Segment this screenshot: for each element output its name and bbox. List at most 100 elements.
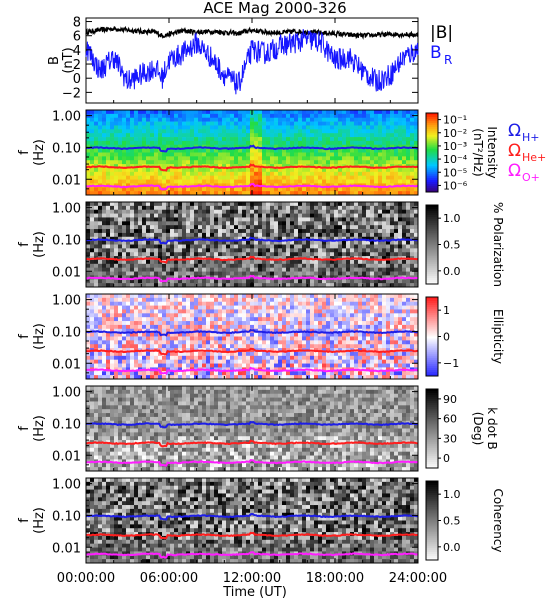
heatmap-cell xyxy=(254,202,259,207)
heatmap-cell xyxy=(98,140,103,146)
heatmap-cell xyxy=(218,294,223,299)
heatmap-cell xyxy=(294,240,299,245)
heatmap-cell xyxy=(150,297,155,303)
heatmap-cell xyxy=(270,309,275,314)
heatmap-cell xyxy=(186,187,191,192)
heatmap-cell xyxy=(350,240,355,245)
heatmap-cell xyxy=(402,175,407,180)
heatmap-cell xyxy=(158,113,163,119)
heatmap-cell xyxy=(310,240,315,245)
heatmap-cell xyxy=(118,248,123,253)
heatmap-cell xyxy=(142,160,147,165)
heatmap-cell xyxy=(162,121,167,126)
heatmap-cell xyxy=(214,297,219,303)
heatmap-cell xyxy=(154,148,159,153)
heatmap-cell xyxy=(370,209,375,214)
heatmap-cell xyxy=(178,252,183,257)
heatmap-cell xyxy=(134,271,139,276)
heatmap-cell xyxy=(102,229,107,234)
heatmap-cell xyxy=(274,217,279,222)
heatmap-cell xyxy=(382,259,387,265)
heatmap-cell xyxy=(162,236,167,241)
heatmap-cell xyxy=(202,363,207,368)
heatmap-cell xyxy=(262,144,267,149)
heatmap-cell xyxy=(322,152,327,157)
heatmap-cell xyxy=(178,187,183,192)
heatmap-cell xyxy=(202,305,207,310)
heatmap-cell xyxy=(330,144,335,149)
heatmap-cell xyxy=(178,202,183,207)
heatmap-cell xyxy=(186,183,191,188)
heatmap-cell xyxy=(126,232,131,238)
heatmap-cell xyxy=(222,133,227,138)
heatmap-cell xyxy=(366,175,371,180)
heatmap-cell xyxy=(126,355,131,360)
heatmap-cell xyxy=(322,205,327,211)
heatmap-cell xyxy=(126,363,131,368)
heatmap-cell xyxy=(206,140,211,146)
heatmap-cell xyxy=(290,283,295,288)
heatmap-cell xyxy=(138,359,143,364)
heatmap-cell xyxy=(378,183,383,188)
heatmap-cell xyxy=(134,179,139,184)
heatmap-cell xyxy=(306,271,311,276)
heatmap-cell xyxy=(258,113,263,119)
heatmap-cell xyxy=(198,317,203,322)
heatmap-cell xyxy=(346,244,351,249)
heatmap-cell xyxy=(242,179,247,184)
heatmap-cell xyxy=(266,117,271,122)
heatmap-cell xyxy=(274,271,279,276)
heatmap-cell xyxy=(254,205,259,211)
heatmap-cell xyxy=(258,129,263,134)
heatmap-cell xyxy=(118,256,123,261)
heatmap-cell xyxy=(342,129,347,134)
heatmap-cell xyxy=(406,125,411,130)
heatmap-cell xyxy=(322,113,327,119)
heatmap-cell xyxy=(398,191,403,196)
heatmap-cell xyxy=(178,263,183,268)
heatmap-cell xyxy=(178,152,183,157)
heatmap-cell xyxy=(174,148,179,153)
heatmap-cell xyxy=(394,236,399,241)
heatmap-cell xyxy=(178,363,183,368)
heatmap-cell xyxy=(294,321,299,326)
heatmap-cell xyxy=(226,113,231,119)
heatmap-cell xyxy=(406,110,411,115)
heatmap-cell xyxy=(350,140,355,146)
heatmap-cell xyxy=(106,140,111,146)
heatmap-cell xyxy=(366,248,371,253)
heatmap-cell xyxy=(214,244,219,249)
heatmap-cell xyxy=(398,137,403,142)
heatmap-cell xyxy=(370,217,375,222)
heatmap-cell xyxy=(102,252,107,257)
heatmap-cell xyxy=(350,263,355,268)
heatmap-cell xyxy=(170,164,175,169)
heatmap-cell xyxy=(338,129,343,134)
heatmap-cell xyxy=(122,256,127,261)
heatmap-cell xyxy=(186,359,191,364)
heatmap-cell xyxy=(126,328,131,333)
heatmap-cell xyxy=(374,267,379,272)
heatmap-cell xyxy=(222,117,227,122)
heatmap-cell xyxy=(126,144,131,149)
heatmap-cell xyxy=(350,133,355,138)
heatmap-cell xyxy=(218,363,223,368)
heatmap-cell xyxy=(122,294,127,299)
heatmap-cell xyxy=(354,279,359,284)
heatmap-cell xyxy=(174,171,179,176)
heatmap-cell xyxy=(330,240,335,245)
heatmap-cell xyxy=(406,221,411,226)
heatmap-cell xyxy=(234,371,239,376)
heatmap-cell xyxy=(118,137,123,142)
heatmap-cell xyxy=(370,263,375,268)
heatmap-cell xyxy=(142,305,147,310)
heatmap-cell xyxy=(178,217,183,222)
heatmap-cell xyxy=(402,279,407,284)
heatmap-cell xyxy=(182,344,187,349)
heatmap-cell xyxy=(190,321,195,326)
heatmap-cell xyxy=(218,117,223,122)
heatmap-cell xyxy=(142,175,147,180)
heatmap-cell xyxy=(274,137,279,142)
heatmap-cell xyxy=(362,263,367,268)
heatmap-cell xyxy=(138,129,143,134)
